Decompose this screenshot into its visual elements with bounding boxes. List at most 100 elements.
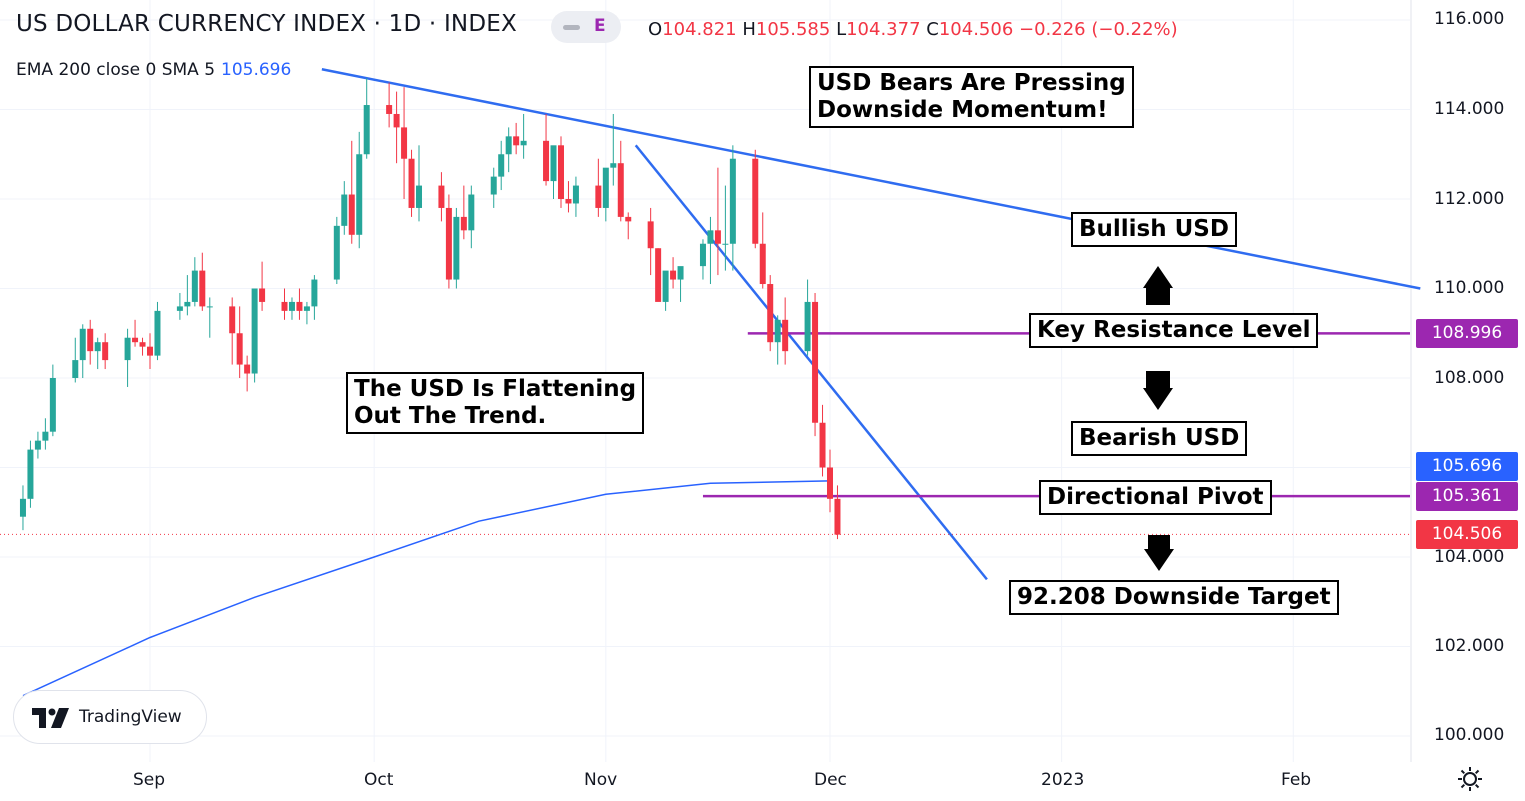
candle [311,275,318,320]
candle [206,297,213,338]
candle [251,288,258,383]
close-label: C [926,19,939,40]
tradingview-logo-icon [32,708,69,728]
candle-body [94,342,101,352]
candle-body [722,243,729,245]
candle-body [610,163,617,168]
y-tick-label: 102.000 [1434,636,1505,656]
arrow-up-icon [1143,266,1173,305]
candle-body [34,440,41,450]
candle [363,78,370,159]
candle-body [774,319,781,343]
candle-body [520,140,527,146]
candle [699,239,706,280]
candle-body [87,328,94,352]
candle-body [550,145,557,182]
candle [19,485,26,531]
candle-body [363,105,370,155]
candle [572,176,579,217]
series-toggle-pill[interactable]: E [551,11,621,43]
candle-body [401,127,408,159]
annotation-target[interactable]: 92.208 Downside Target [1009,580,1339,615]
annotation-pivot[interactable]: Directional Pivot [1039,480,1272,515]
candle [154,301,161,361]
candle [42,418,49,450]
candle-body [460,216,467,231]
candle-body [139,342,146,347]
candle-body [625,216,632,222]
candle [296,288,303,320]
candle [670,257,677,289]
candle-body [670,270,677,280]
candle-body [206,306,213,308]
annotation-bears[interactable]: USD Bears Are Pressing Downside Momentum… [809,66,1134,128]
candle-body [259,288,266,302]
candle [229,297,236,365]
branding-label: TradingView [79,707,182,727]
ema-200-line [22,480,831,697]
candle-body [154,310,161,356]
candle [281,288,288,320]
candle [445,194,452,289]
candle [804,279,811,356]
candle-body [767,284,774,343]
candle-body [834,498,841,535]
candle-body [826,467,833,499]
earnings-badge: E [594,16,606,36]
candle-body [416,185,423,208]
annotation-flattening[interactable]: The USD Is Flattening Out The Trend. [346,372,645,434]
candle [498,140,505,191]
arrow-down-icon [1144,535,1174,571]
candle-body [244,364,251,374]
candle-body [752,158,759,244]
candle-body [819,422,826,468]
candle-body [812,301,819,423]
candle [132,319,139,347]
trendlines [321,67,1421,581]
tradingview-logo-button[interactable]: TradingView [13,690,207,744]
ohlc-readout: O104.821 H105.585 L104.377 C104.506 −0.2… [648,19,1178,40]
candle-body [356,154,363,235]
candle-body [341,194,348,226]
annotation-bullish[interactable]: Bullish USD [1071,212,1237,247]
y-tick-label: 114.000 [1434,99,1505,119]
candle [79,324,86,378]
candle [655,248,662,302]
candle-body [303,306,310,311]
candle-body [453,216,460,280]
x-tick-label: Dec [814,770,847,790]
gear-icon[interactable] [1455,764,1485,794]
candle [386,82,393,128]
candle-body [236,333,243,365]
candle [647,207,654,276]
low-label: L [836,19,847,40]
annotation-resistance[interactable]: Key Resistance Level [1029,313,1319,348]
annotation-bearish[interactable]: Bearish USD [1071,421,1248,456]
candle-body [557,145,564,199]
indicator-legend[interactable]: EMA 200 close 0 SMA 5 105.696 [16,60,291,80]
candle [625,212,632,240]
candle-body [191,270,198,302]
candle-body [42,431,49,441]
candle-body [595,185,602,208]
high-label: H [742,19,756,40]
candle-body [49,378,56,432]
candle [468,185,475,249]
candle [752,149,759,249]
candle-body [445,207,452,280]
candle [460,185,467,240]
candle [341,181,348,235]
candle-body [386,105,393,114]
candle [393,91,400,164]
candle [602,167,609,222]
candle [333,216,340,285]
candle [408,149,415,217]
candle-body [251,288,258,374]
candle-body [124,337,131,361]
candle [416,145,423,222]
candle-body [147,346,153,356]
candle-body [348,194,355,235]
y-tick-label: 100.000 [1434,725,1505,745]
candle-body [498,154,505,177]
